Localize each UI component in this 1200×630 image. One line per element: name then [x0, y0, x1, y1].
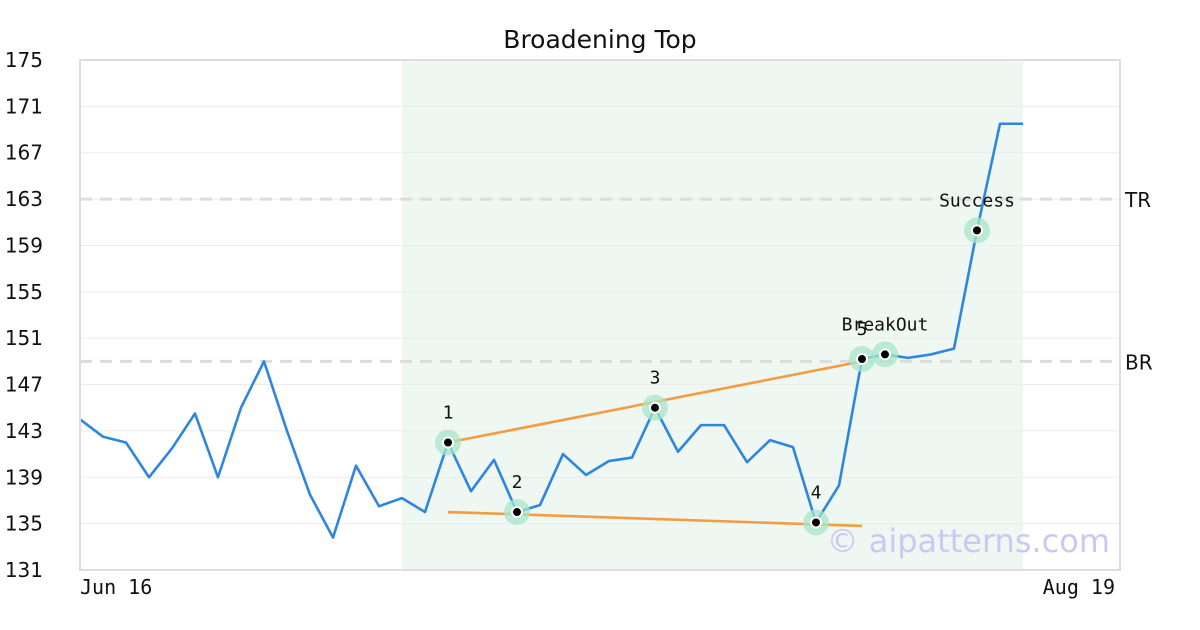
pattern-point-label: Success	[939, 190, 1015, 211]
x-tick-label: Aug 19	[1043, 575, 1115, 599]
pattern-point	[511, 506, 523, 519]
pattern-point-label: 2	[512, 472, 523, 493]
plot-frame	[79, 59, 1121, 571]
y-tick-label: 147	[5, 373, 43, 397]
reference-line-label: TR	[1124, 188, 1151, 212]
y-axis-ticks: 175 171 167 163 159 155 151 147 143 139 135 131	[5, 48, 43, 582]
reference-lines: TR BR	[80, 188, 1153, 374]
x-tick-label: Jun 16	[80, 575, 152, 599]
y-tick-label: 155	[5, 280, 43, 304]
pattern-point-label: 5	[857, 319, 868, 340]
pattern-point	[856, 353, 868, 366]
pattern-range-shading	[402, 61, 1023, 569]
y-tick-label: 171	[5, 94, 43, 118]
pattern-point	[649, 401, 661, 414]
y-tick-label: 167	[5, 141, 43, 165]
pattern-point-label: 4	[811, 482, 822, 503]
x-axis-ticks: Jun 16 Aug 19	[80, 575, 1115, 599]
chart-title: Broadening Top	[503, 25, 696, 54]
y-tick-label: 131	[5, 558, 43, 582]
pattern-point-label: 3	[650, 368, 661, 389]
reference-line-label: BR	[1125, 350, 1153, 374]
pattern-point-label: BreakOut	[842, 314, 929, 335]
y-tick-label: 163	[5, 187, 43, 211]
pattern-point	[810, 516, 822, 529]
y-tick-label: 135	[5, 512, 43, 536]
pattern-point	[971, 224, 983, 237]
y-tick-label: 159	[5, 233, 43, 257]
y-tick-label: 175	[5, 48, 43, 72]
y-tick-label: 139	[5, 465, 43, 489]
pattern-point	[442, 436, 454, 449]
pattern-point	[879, 348, 891, 361]
watermark: © aipatterns.com	[827, 522, 1110, 560]
pattern-point-label: 1	[443, 403, 454, 424]
y-tick-label: 143	[5, 419, 43, 443]
y-tick-label: 151	[5, 326, 43, 350]
